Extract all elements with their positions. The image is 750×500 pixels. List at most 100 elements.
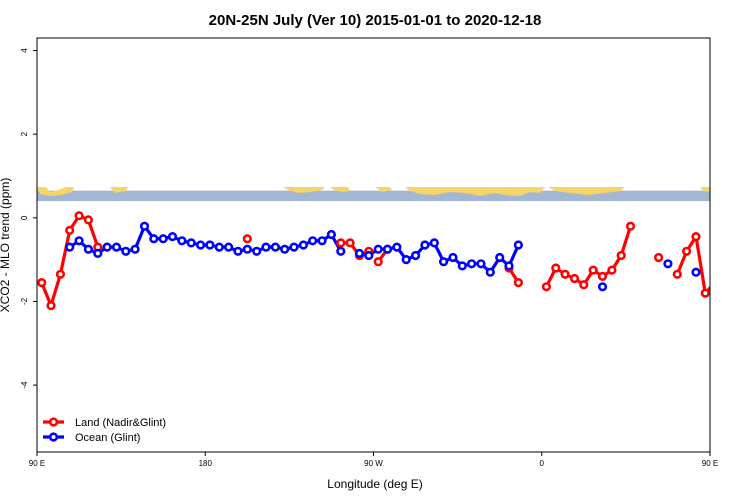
y-tick-label: -4: [20, 381, 29, 389]
data-point-ocean: [289, 242, 299, 252]
data-point-ocean: [205, 240, 215, 250]
legend: Land (Nadir&Glint) Ocean (Glint): [43, 417, 166, 444]
data-point-ocean: [308, 236, 318, 246]
data-point-land: [700, 288, 710, 298]
data-point-land: [681, 246, 692, 256]
legend-label: Land (Nadir&Glint): [75, 417, 166, 429]
data-point-ocean: [326, 229, 337, 240]
map-land: [405, 187, 545, 196]
data-point-land: [597, 271, 608, 282]
data-point-land: [607, 265, 617, 275]
data-point-land: [691, 232, 701, 242]
data-point-land: [46, 301, 56, 311]
data-point-ocean: [495, 252, 505, 263]
data-point-ocean: [513, 240, 524, 250]
y-axis: -4 -2 0 2 4: [20, 48, 37, 389]
world-map-strip: [37, 187, 710, 202]
y-axis-label: XCO2 - MLO trend (ppm): [0, 178, 12, 313]
data-point-land: [513, 278, 524, 288]
data-point-ocean: [429, 238, 439, 248]
data-point-ocean: [270, 242, 281, 252]
data-point-land: [336, 238, 346, 248]
y-tick-label: 4: [20, 48, 29, 53]
data-point-ocean: [439, 257, 449, 267]
data-point-ocean: [130, 244, 140, 254]
data-point-land: [37, 278, 47, 288]
legend-marker: [48, 417, 59, 427]
data-point-ocean: [448, 252, 458, 263]
data-point-ocean: [121, 246, 131, 256]
x-axis: 90 E 180 90 W 0 90 E: [29, 452, 718, 468]
data-point-land: [616, 250, 626, 261]
y-tick-label: -2: [20, 297, 29, 305]
data-point-ocean: [364, 250, 374, 261]
chart-title: 20N-25N July (Ver 10) 2015-01-01 to 2020…: [209, 12, 542, 29]
data-point-ocean: [485, 267, 495, 277]
data-point-land: [730, 269, 737, 276]
data-point-ocean: [83, 244, 93, 254]
data-point-ocean: [102, 242, 112, 252]
data-point-ocean: [336, 246, 346, 256]
data-point-ocean: [242, 244, 252, 254]
legend-label: Ocean (Glint): [75, 432, 140, 444]
data-point-ocean: [420, 240, 430, 250]
data-point-ocean: [233, 246, 243, 256]
data-point-ocean: [280, 244, 290, 254]
data-point-ocean: [158, 234, 168, 244]
series-line-land: [544, 225, 633, 288]
data-point-ocean: [317, 236, 327, 246]
map-land: [37, 187, 74, 196]
data-point-land: [242, 234, 252, 244]
data-point-ocean: [111, 242, 122, 252]
data-point-ocean: [139, 221, 150, 231]
map-land: [110, 187, 128, 193]
data-point-ocean: [149, 234, 159, 244]
data-point-ocean: [186, 238, 196, 248]
data-point-ocean: [196, 240, 206, 250]
x-tick-label: 90 E: [29, 459, 45, 468]
data-point-land: [625, 221, 636, 231]
data-point-ocean: [65, 242, 75, 252]
data-point-ocean: [261, 242, 271, 252]
data-point-ocean: [252, 246, 262, 256]
map-land: [283, 187, 325, 193]
map-land: [375, 187, 392, 192]
data-point-ocean: [691, 267, 701, 277]
data-point-land: [588, 265, 598, 275]
data-point-ocean: [504, 261, 514, 271]
x-tick-label: 90 W: [364, 459, 383, 468]
data-point-land: [541, 282, 552, 292]
x-axis-label: Longitude (deg E): [327, 477, 422, 491]
data-point-land: [711, 279, 718, 286]
x-tick-label: 0: [540, 459, 545, 468]
legend-marker: [48, 432, 59, 442]
data-point-land: [345, 238, 355, 248]
y-tick-label: 2: [20, 131, 29, 136]
map-sea: [37, 190, 710, 202]
data-point-land: [569, 273, 580, 284]
data-point-ocean: [401, 255, 411, 265]
data-point-ocean: [74, 236, 84, 246]
data-point-ocean: [354, 248, 365, 258]
data-point-ocean: [392, 242, 402, 252]
data-point-ocean: [214, 242, 224, 252]
y-tick-label: 0: [20, 215, 29, 220]
data-point-land: [653, 252, 664, 263]
series-line-ocean: [743, 226, 750, 253]
data-point-ocean: [411, 250, 421, 261]
data-point-land: [672, 269, 682, 279]
data-point-ocean: [663, 259, 673, 269]
data-point-land: [83, 215, 93, 225]
data-point-land: [721, 302, 728, 309]
data-point-land: [739, 227, 746, 234]
data-point-ocean: [382, 244, 393, 254]
x-tick-label: 90 E: [702, 459, 718, 468]
data-point-ocean: [476, 259, 486, 269]
data-point-ocean: [167, 232, 178, 242]
data-point-ocean: [457, 261, 467, 271]
data-point-land: [560, 269, 570, 279]
map-land: [330, 187, 350, 192]
series-line-land: [675, 235, 710, 295]
data-point-ocean: [373, 244, 383, 254]
